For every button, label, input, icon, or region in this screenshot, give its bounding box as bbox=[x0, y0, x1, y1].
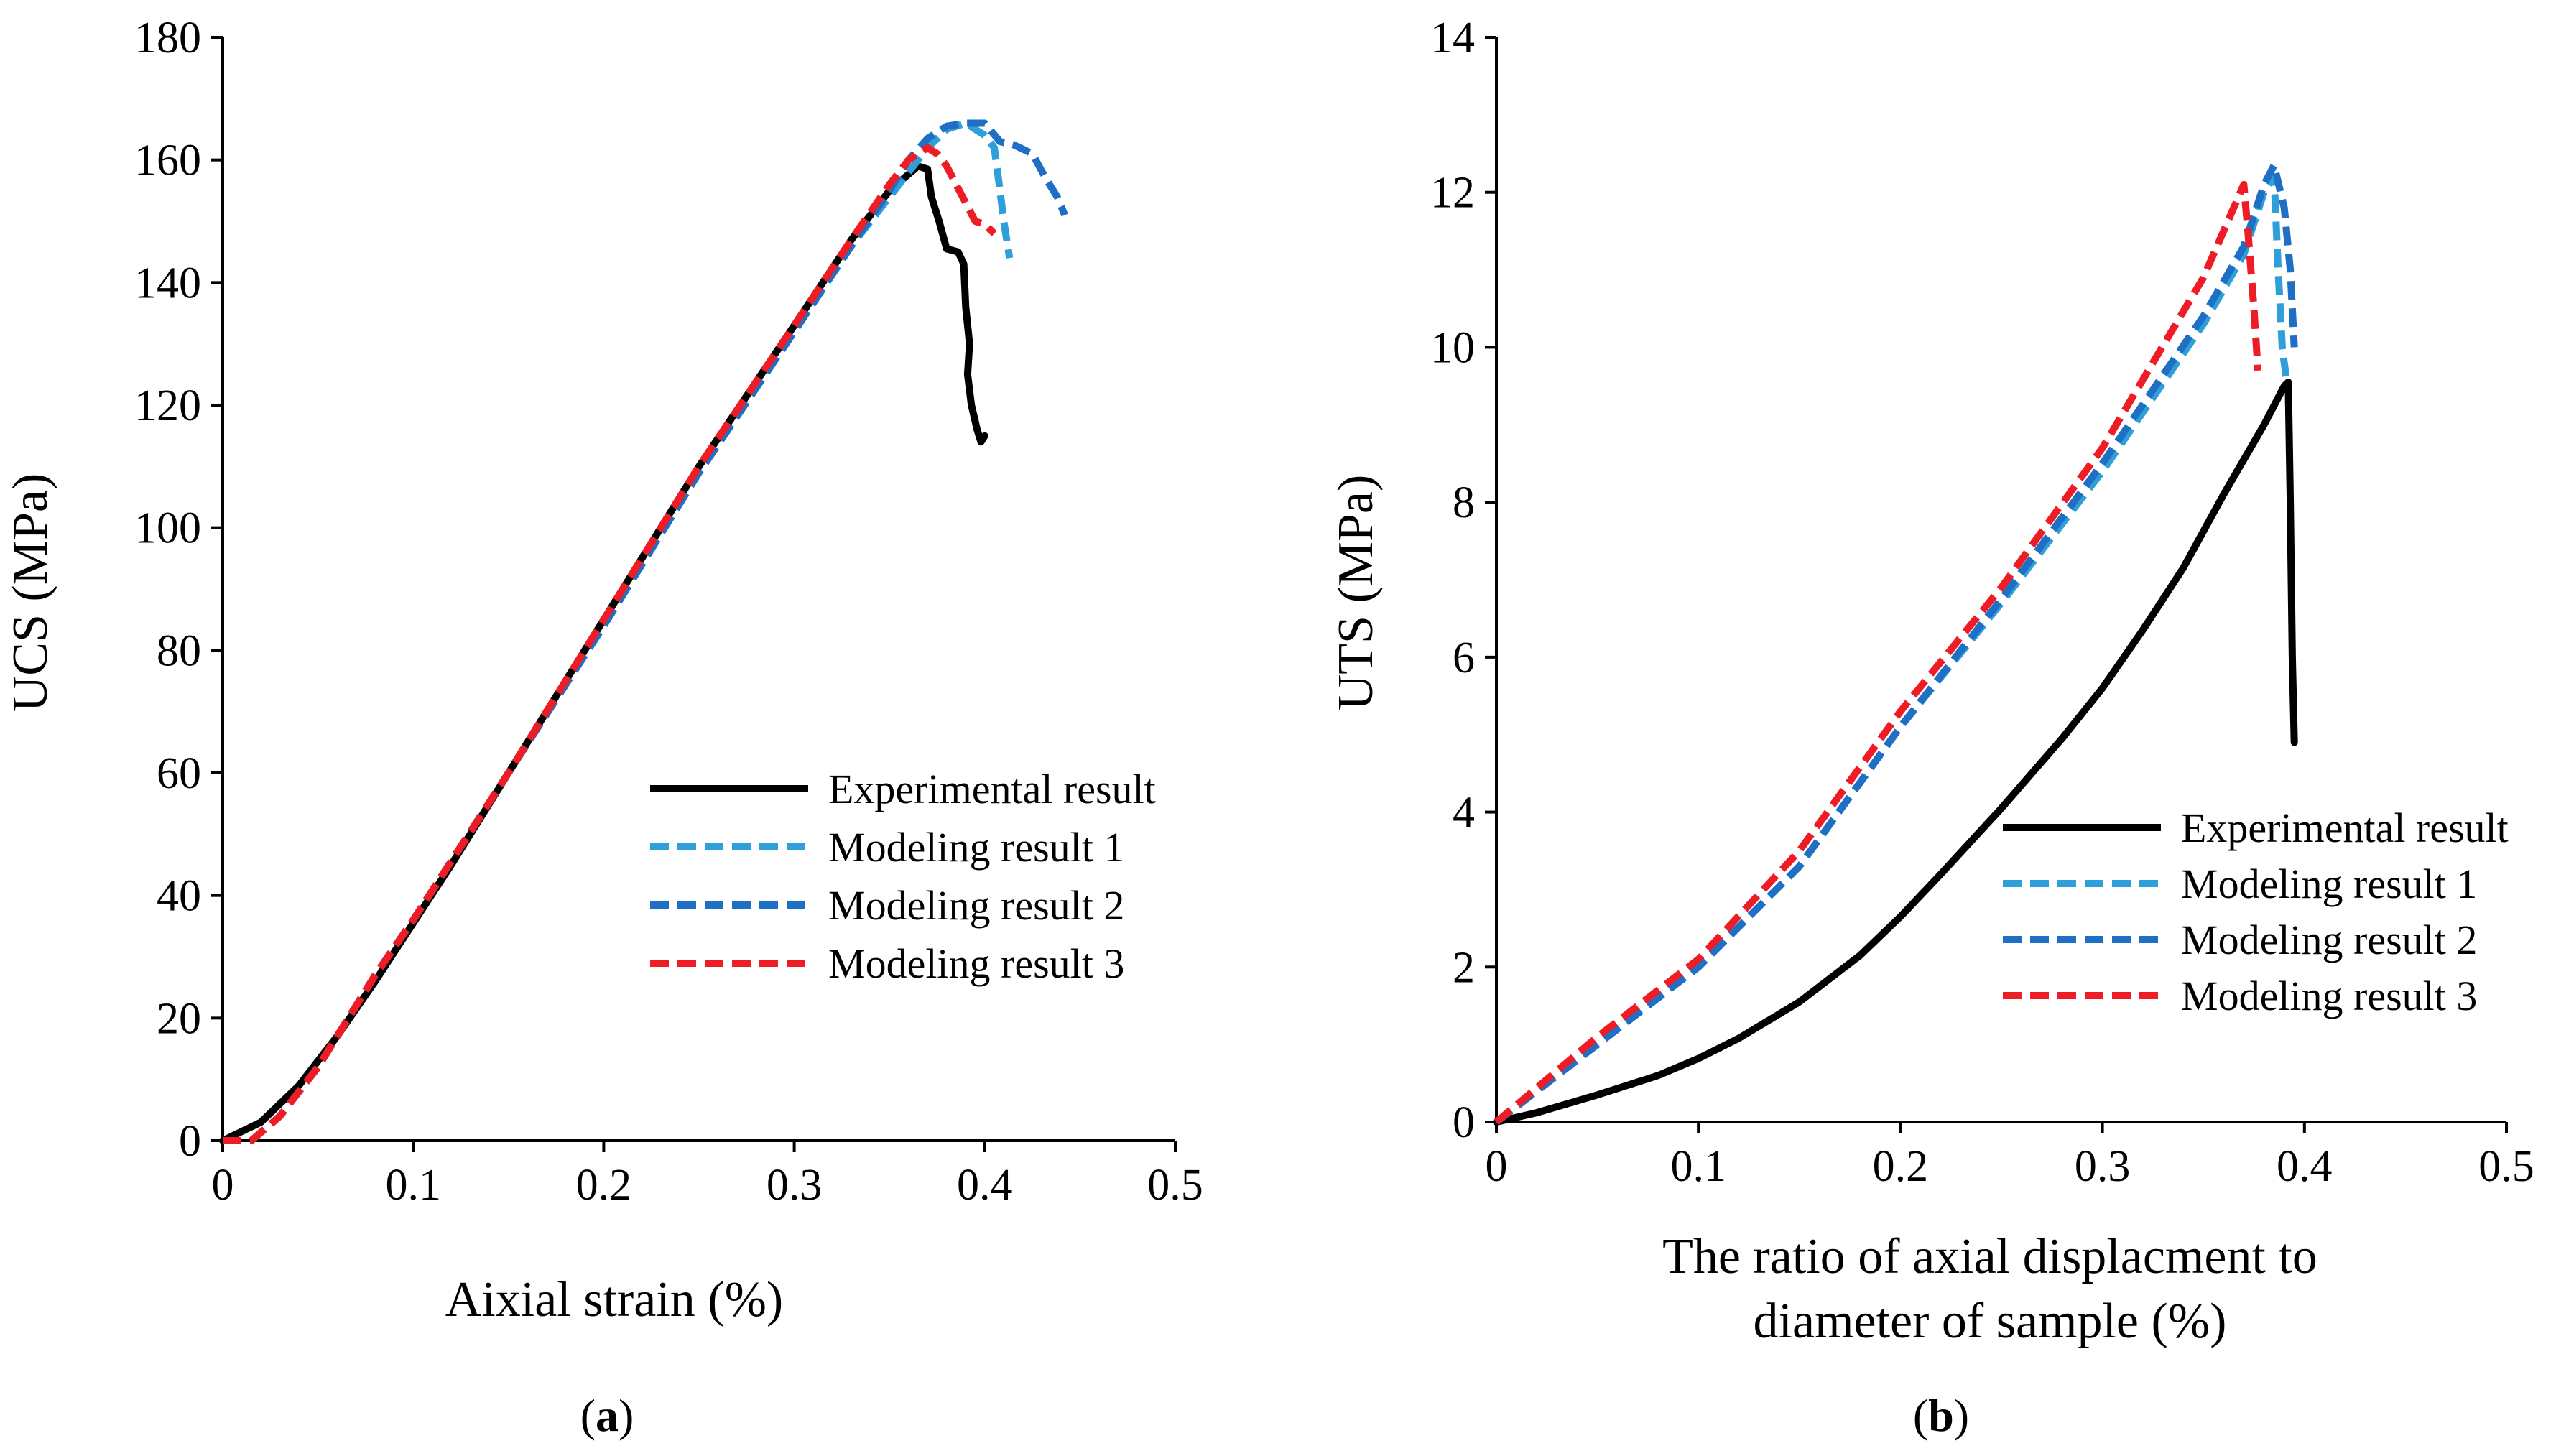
chart-b-xtick-label: 0.5 bbox=[2478, 1142, 2534, 1191]
chart-b-series-3-line bbox=[1494, 162, 2298, 1125]
chart-b-legend-label-3: Modeling result 2 bbox=[2181, 917, 2477, 963]
chart-b-ytick-label: 2 bbox=[1453, 943, 1475, 992]
chart-b-legend-label-2: Modeling result 1 bbox=[2181, 861, 2477, 907]
chart-b: UTS (MPa) The ratio of axial displacment… bbox=[1328, 14, 2534, 1441]
chart-b-xtick-label: 0.4 bbox=[2277, 1142, 2333, 1191]
chart-a-ytick-label: 0 bbox=[179, 1117, 201, 1166]
chart-a-ytick-label: 60 bbox=[157, 749, 201, 798]
chart-a-ytick-label: 140 bbox=[134, 259, 201, 307]
chart-b-xlabel-line-1: The ratio of axial displacment to bbox=[1662, 1229, 2317, 1284]
chart-a-series-3-line bbox=[223, 119, 1068, 1144]
chart-b-legend-label-4: Modeling result 3 bbox=[2181, 973, 2477, 1019]
chart-b-xtick-label: 0.3 bbox=[2075, 1142, 2131, 1191]
chart-a-ytick-label: 120 bbox=[134, 381, 201, 430]
chart-a-legend-label-2: Modeling result 1 bbox=[828, 824, 1124, 871]
chart-a-ytick-label: 100 bbox=[134, 504, 201, 553]
chart-a-ylabel: UCS (MPa) bbox=[3, 473, 58, 713]
chart-b-ytick-label: 14 bbox=[1430, 14, 1475, 62]
chart-b-series-2-line bbox=[1494, 173, 2290, 1125]
chart-a: UCS (MPa) Aixial strain (%) (a) 0 20 40 60 8… bbox=[3, 14, 1203, 1441]
chart-b-ylabel: UTS (MPa) bbox=[1328, 475, 1384, 711]
chart-a-legend-label-1: Experimental result bbox=[828, 766, 1156, 812]
chart-a-ytick-label: 80 bbox=[157, 626, 201, 675]
chart-b-ytick-label: 10 bbox=[1430, 323, 1475, 372]
chart-b-xlabel-line-2: diameter of sample (%) bbox=[1754, 1294, 2227, 1349]
chart-a-ytick-label: 160 bbox=[134, 136, 201, 185]
chart-a-legend-label-3: Modeling result 2 bbox=[828, 882, 1124, 929]
chart-b-ytick-label: 4 bbox=[1453, 789, 1475, 838]
chart-b-caption-letter: b bbox=[1928, 1390, 1954, 1441]
chart-a-ytick-label: 180 bbox=[134, 14, 201, 62]
chart-b-series-1-line bbox=[1493, 379, 2298, 1126]
chart-a-caption: (a) bbox=[580, 1390, 634, 1441]
chart-a-xtick-label: 0.4 bbox=[957, 1161, 1013, 1210]
chart-b-xtick-label: 0.2 bbox=[1873, 1142, 1929, 1191]
chart-b-xtick-label: 0.1 bbox=[1670, 1142, 1726, 1191]
chart-a-ytick-label: 20 bbox=[157, 994, 201, 1043]
chart-a-xtick-label: 0.1 bbox=[385, 1161, 441, 1210]
chart-a-series-1-line bbox=[219, 162, 988, 1144]
chart-b-ytick-label: 6 bbox=[1453, 634, 1475, 682]
chart-a-caption-letter: a bbox=[596, 1390, 619, 1441]
chart-b-legend-label-1: Experimental result bbox=[2181, 804, 2509, 851]
chart-a-xtick-label: 0.3 bbox=[767, 1161, 823, 1210]
chart-b-ytick-label: 8 bbox=[1453, 478, 1475, 527]
chart-a-ytick-label: 40 bbox=[157, 872, 201, 921]
chart-b-xtick-label: 0 bbox=[1486, 1142, 1508, 1191]
chart-a-xlabel: Aixial strain (%) bbox=[445, 1272, 783, 1327]
chart-b-caption: (b) bbox=[1913, 1390, 1969, 1441]
chart-a-xtick-label: 0 bbox=[212, 1161, 234, 1210]
chart-b-series-4-line bbox=[1494, 180, 2262, 1125]
chart-a-xtick-label: 0.5 bbox=[1147, 1161, 1203, 1210]
chart-a-series-2-line bbox=[223, 119, 1014, 1144]
chart-a-legend-label-4: Modeling result 3 bbox=[828, 940, 1124, 987]
chart-b-ytick-label: 0 bbox=[1453, 1098, 1475, 1147]
chart-b-ytick-label: 12 bbox=[1430, 169, 1475, 218]
chart-a-xtick-label: 0.2 bbox=[576, 1161, 632, 1210]
chart-a-series-4-line bbox=[223, 144, 997, 1144]
